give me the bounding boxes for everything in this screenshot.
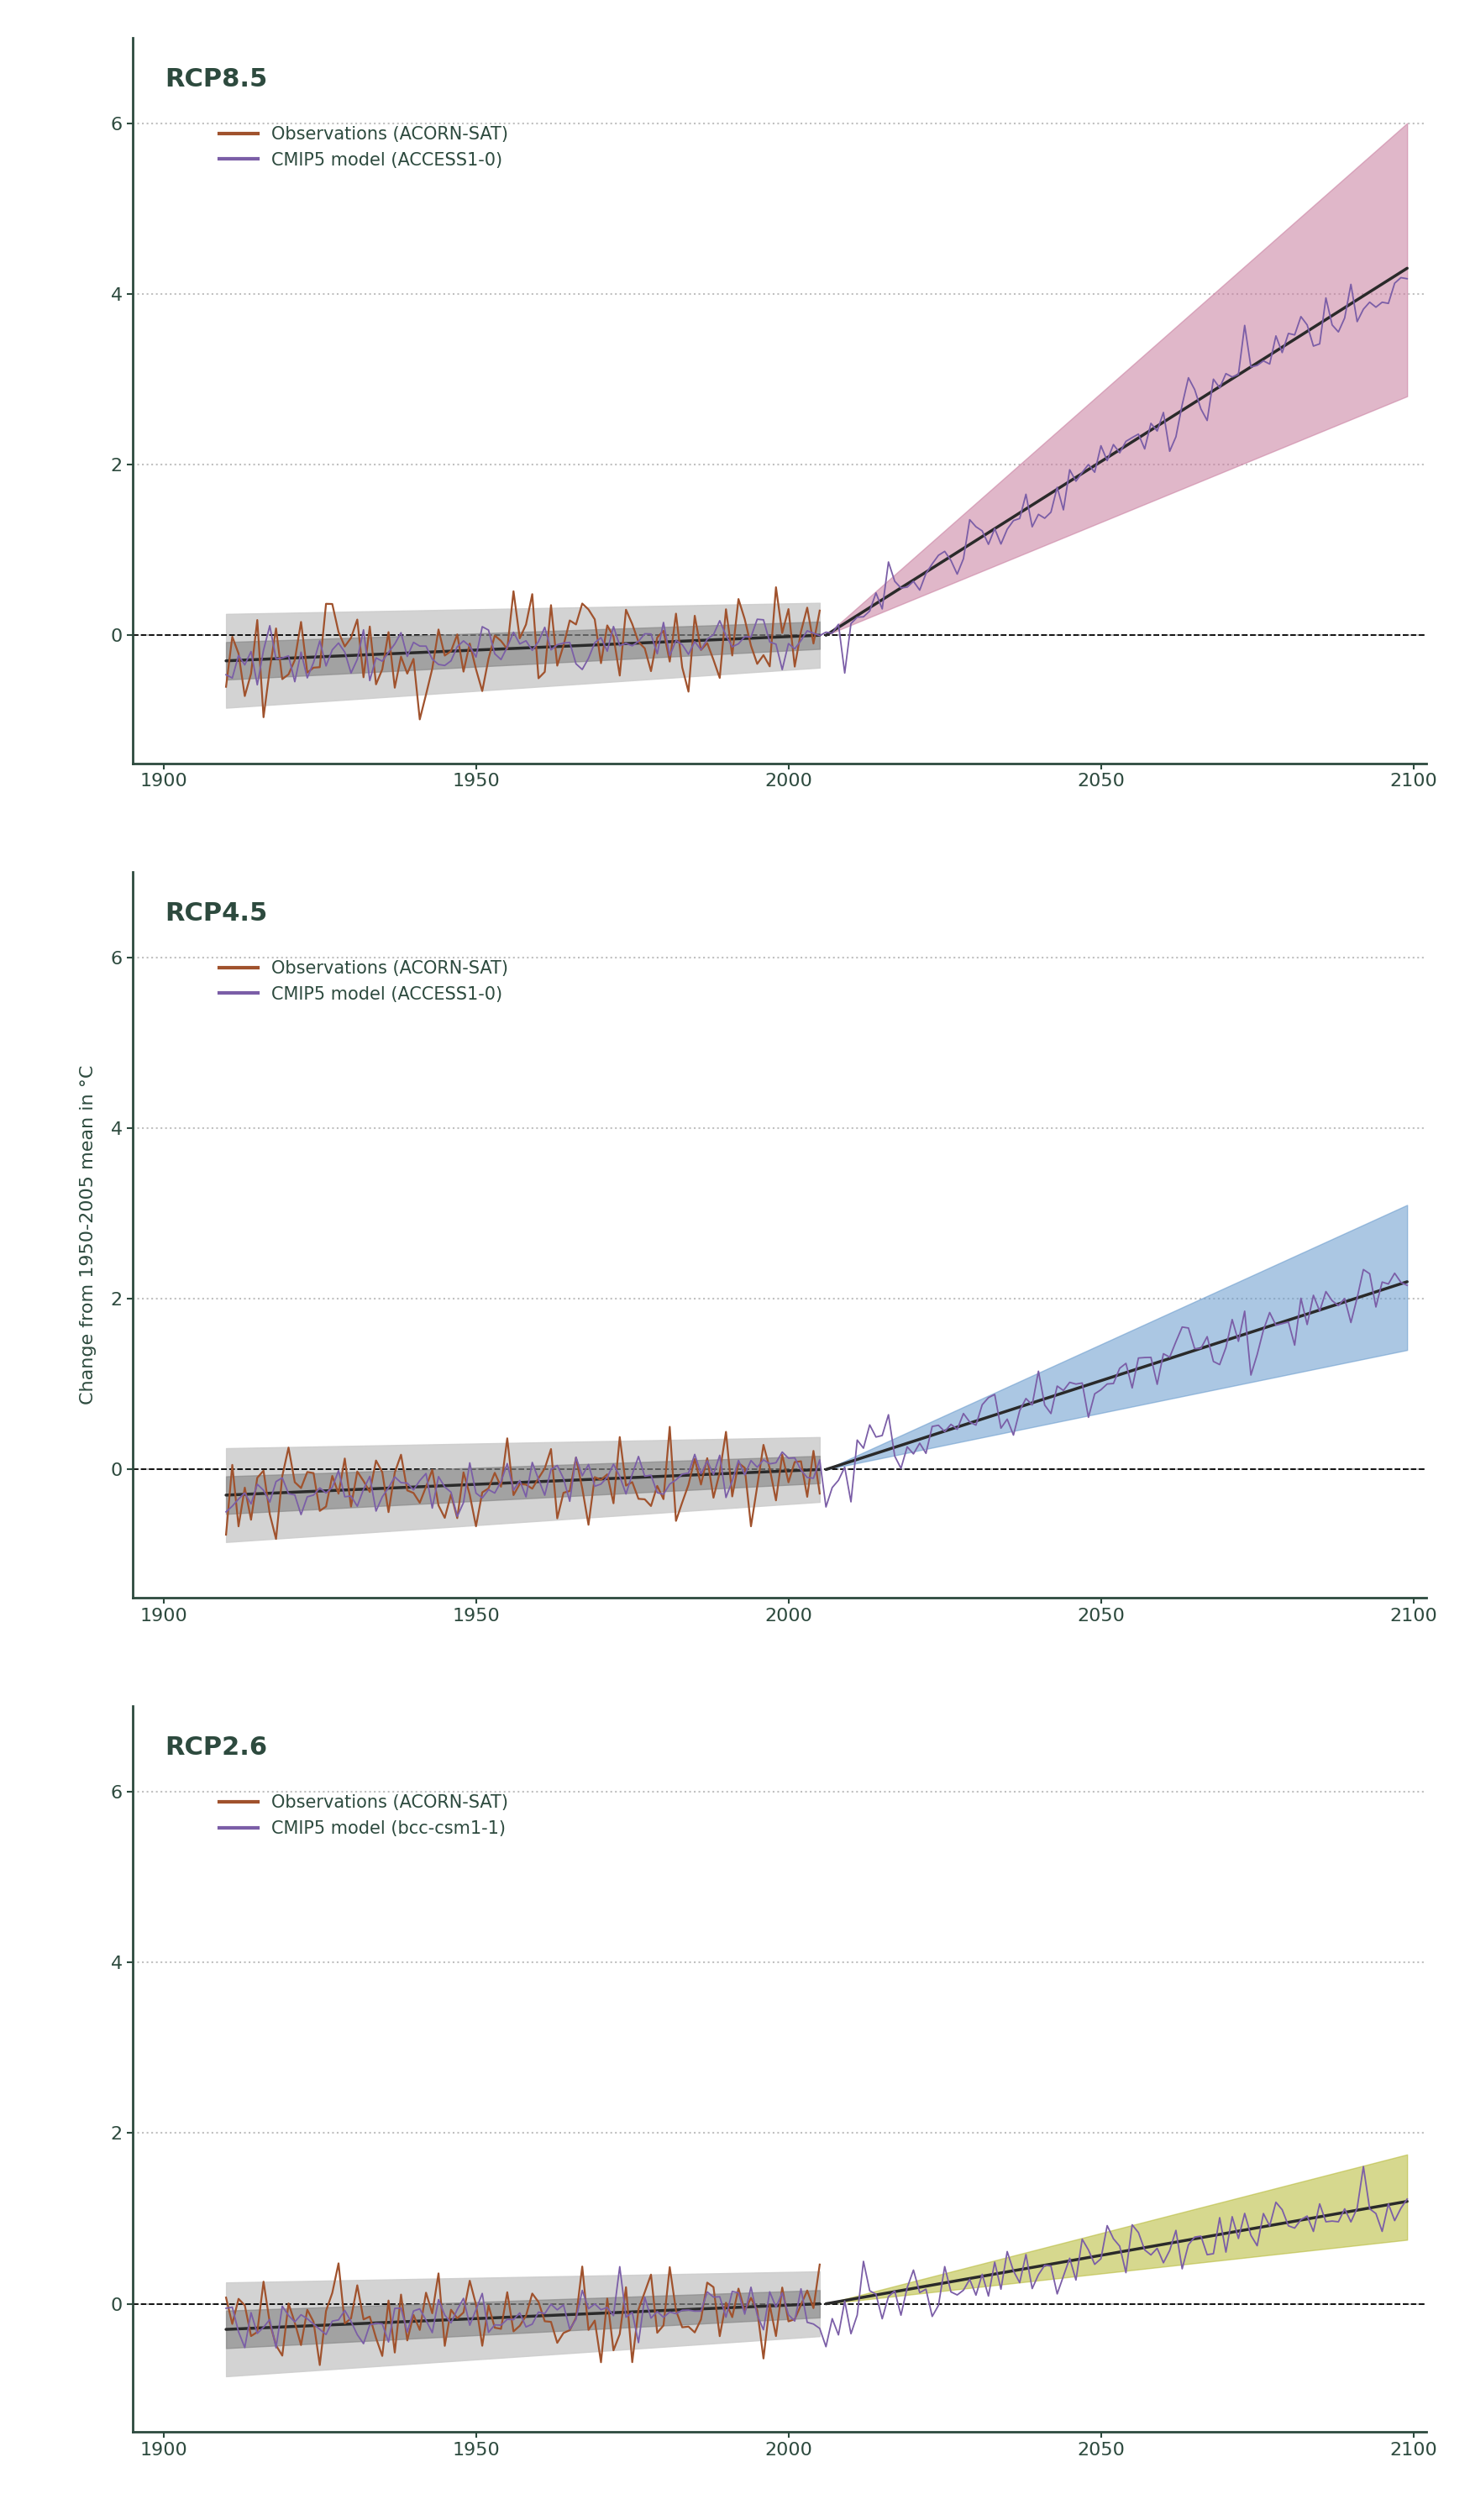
Legend: Observations (ACORN-SAT), CMIP5 model (ACCESS1-0): Observations (ACORN-SAT), CMIP5 model (A… xyxy=(212,953,516,1011)
Legend: Observations (ACORN-SAT), CMIP5 model (bcc-csm1-1): Observations (ACORN-SAT), CMIP5 model (b… xyxy=(212,1787,516,1845)
Text: RCP4.5: RCP4.5 xyxy=(165,902,268,925)
Legend: Observations (ACORN-SAT), CMIP5 model (ACCESS1-0): Observations (ACORN-SAT), CMIP5 model (A… xyxy=(212,118,516,176)
Text: RCP8.5: RCP8.5 xyxy=(165,68,268,91)
Text: RCP2.6: RCP2.6 xyxy=(165,1736,268,1759)
Y-axis label: Change from 1950-2005 mean in °C: Change from 1950-2005 mean in °C xyxy=(79,1066,97,1404)
